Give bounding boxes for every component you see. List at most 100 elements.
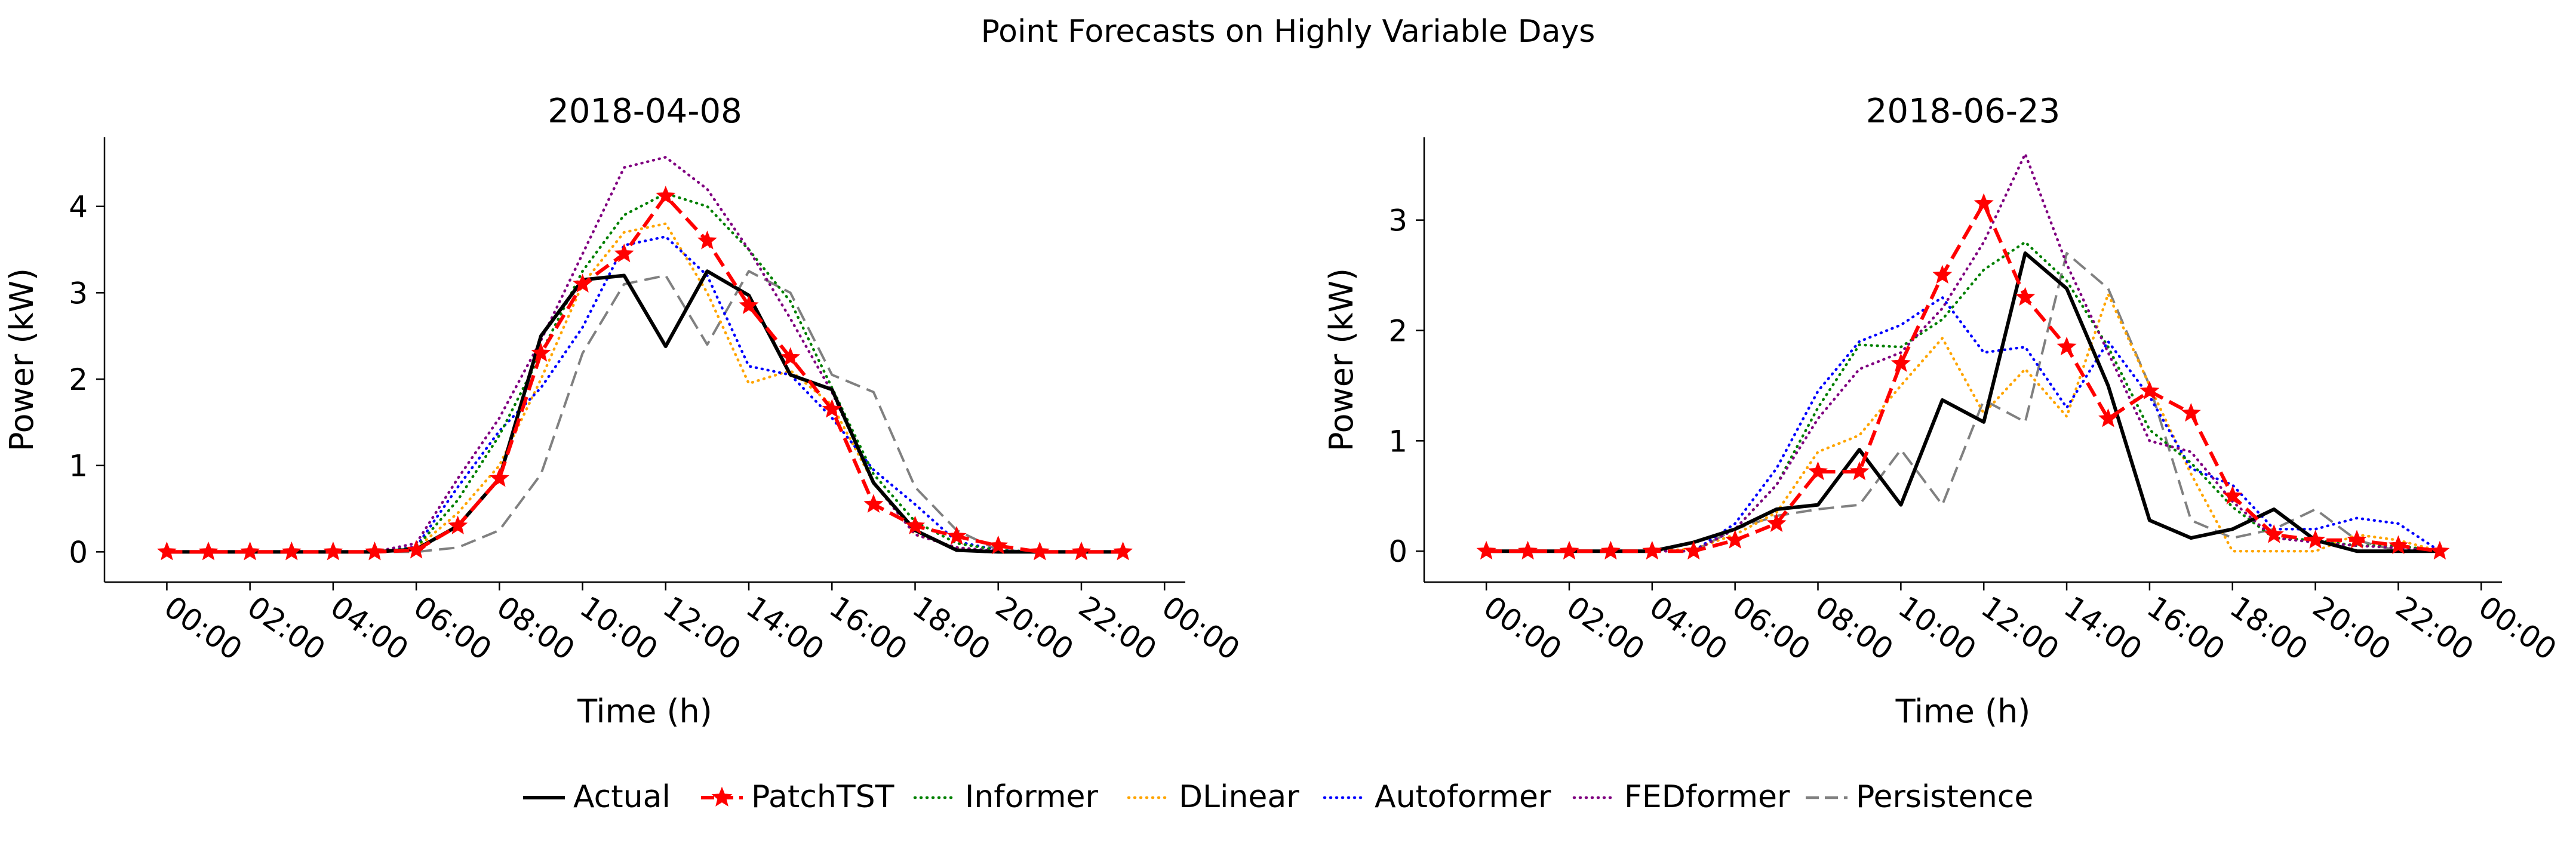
legend-label: PatchTST: [751, 779, 894, 815]
x-tick-label: 00:00: [2472, 589, 2562, 667]
legend-item-fedformer: FEDformer: [1572, 779, 1790, 815]
legend-item-actual: Actual: [523, 779, 671, 815]
x-tick-label: 16:00: [823, 589, 913, 667]
x-tick-label: 20:00: [2307, 589, 2397, 667]
series-line-informer: [1484, 241, 2442, 553]
series-point-patchtst: [697, 230, 717, 250]
series-point-patchtst: [614, 243, 634, 263]
series-point-patchtst: [2057, 336, 2077, 356]
series-line-persistence: [1486, 252, 2440, 553]
x-tick-label: 04:00: [324, 589, 414, 667]
series-point-patchtst: [240, 542, 260, 561]
axes-title: 2018-04-08: [548, 92, 742, 131]
series-point-patchtst: [2347, 530, 2367, 549]
series-point-patchtst: [531, 343, 551, 362]
series-point-patchtst: [406, 540, 426, 559]
series-line-actual: [167, 269, 1123, 554]
legend-label: Persistence: [1856, 779, 2033, 815]
y-tick-label: 1: [69, 449, 88, 484]
x-tick-label: 02:00: [1560, 589, 1650, 667]
x-tick-label: 12:00: [657, 589, 747, 667]
series-point-patchtst: [1518, 540, 1538, 560]
series-line-informer: [165, 192, 1124, 553]
series-line-patchtst: [1486, 201, 2440, 553]
series-point-patchtst: [863, 494, 884, 513]
x-tick-label: 06:00: [407, 589, 497, 667]
series-line-actual: [1486, 251, 2440, 553]
series-line-patchtst: [167, 194, 1123, 554]
legend-item-patchtst: PatchTST: [701, 779, 894, 815]
y-tick-label: 3: [69, 276, 88, 310]
legend-label: Informer: [965, 779, 1099, 815]
y-axis-label: Power (kW): [3, 268, 41, 451]
y-tick-label: 1: [1388, 424, 1407, 459]
series-point-patchtst: [2388, 535, 2408, 554]
legend-item-autoformer: Autoformer: [1323, 779, 1551, 815]
series-point-patchtst: [1808, 461, 1828, 481]
series-point-patchtst: [1476, 540, 1496, 560]
series-point-patchtst: [780, 347, 801, 366]
series-point-patchtst: [2430, 540, 2450, 560]
x-tick-label: 20:00: [989, 589, 1080, 667]
legend-item-persistence: Persistence: [1806, 779, 2033, 815]
series-point-patchtst: [1642, 540, 1662, 560]
x-tick-label: 02:00: [241, 589, 331, 667]
series-point-patchtst: [1113, 542, 1133, 561]
series-line-fedformer: [165, 156, 1124, 553]
series-point-patchtst: [1559, 540, 1579, 560]
y-tick-label: 4: [69, 190, 88, 224]
x-tick-label: 00:00: [158, 589, 248, 667]
legend-label: DLinear: [1179, 779, 1299, 815]
series-point-patchtst: [156, 542, 177, 561]
x-tick-label: 14:00: [740, 589, 830, 667]
legend-label: FEDformer: [1624, 779, 1790, 815]
legend-label: Actual: [573, 779, 671, 815]
x-tick-label: 00:00: [1155, 589, 1246, 667]
series-point-patchtst: [2015, 287, 2036, 306]
axes-title: 2018-06-23: [1866, 92, 2060, 131]
series-point-patchtst: [1849, 461, 1870, 481]
x-axis-label: Time (h): [1895, 693, 2031, 730]
y-tick-label: 2: [69, 362, 88, 397]
series-point-patchtst: [1600, 540, 1621, 560]
series-point-patchtst: [281, 542, 302, 561]
series-point-patchtst: [1890, 353, 1911, 372]
x-tick-label: 10:00: [1892, 589, 1982, 667]
series-point-patchtst: [2306, 530, 2326, 549]
series-point-patchtst: [365, 542, 385, 561]
series-point-patchtst: [1974, 193, 1994, 213]
legend-marker-star: [711, 786, 733, 807]
x-tick-label: 22:00: [1072, 589, 1163, 667]
x-tick-label: 10:00: [574, 589, 664, 667]
series-point-patchtst: [739, 295, 759, 315]
series-point-patchtst: [2140, 380, 2160, 400]
series-line-autoformer: [1484, 296, 2442, 553]
x-tick-label: 16:00: [2141, 589, 2231, 667]
series-point-patchtst: [1071, 542, 1092, 561]
series-line-autoformer: [165, 235, 1124, 553]
series-point-patchtst: [1683, 540, 1704, 560]
series-point-patchtst: [2181, 402, 2201, 422]
series-point-patchtst: [489, 468, 509, 487]
series-line-dlinear: [165, 222, 1124, 553]
series-point-patchtst: [2264, 524, 2284, 543]
x-tick-label: 08:00: [1809, 589, 1899, 667]
legend-item-dlinear: DLinear: [1127, 779, 1299, 815]
x-tick-label: 14:00: [2058, 589, 2148, 667]
series-point-patchtst: [1766, 513, 1787, 533]
x-tick-label: 08:00: [490, 589, 580, 667]
x-tick-label: 18:00: [906, 589, 997, 667]
series-line-fedformer: [1484, 152, 2442, 553]
series-point-patchtst: [1932, 264, 1953, 284]
series-point-patchtst: [946, 525, 967, 545]
figure-suptitle: Point Forecasts on Highly Variable Days: [981, 14, 1596, 50]
series-line-dlinear: [1484, 293, 2442, 553]
series-point-patchtst: [988, 535, 1009, 555]
x-tick-label: 04:00: [1643, 589, 1733, 667]
legend-item-informer: Informer: [913, 779, 1099, 815]
series-point-patchtst: [323, 542, 343, 561]
series-point-patchtst: [822, 399, 842, 418]
y-tick-label: 2: [1388, 314, 1407, 349]
series-point-patchtst: [1029, 542, 1050, 561]
